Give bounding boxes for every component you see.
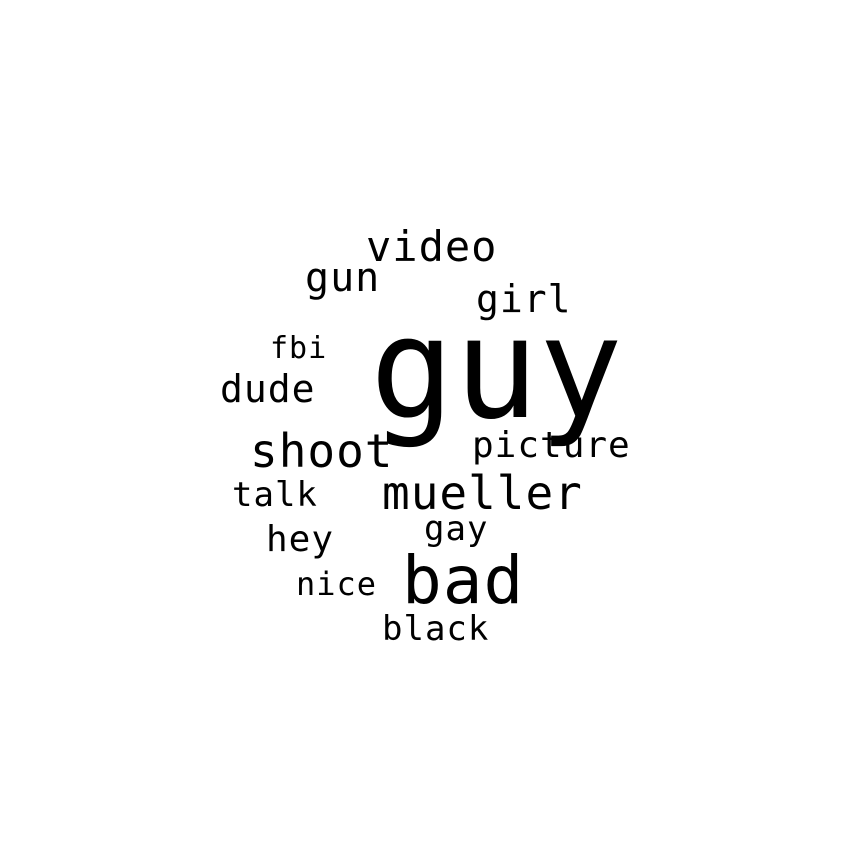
word-video: video bbox=[366, 222, 498, 271]
word-picture: picture bbox=[472, 425, 631, 466]
word-bad: bad bbox=[402, 542, 525, 619]
word-dude: dude bbox=[220, 367, 316, 411]
word-shoot: shoot bbox=[250, 424, 394, 478]
word-gun: gun bbox=[305, 255, 381, 301]
word-talk: talk bbox=[232, 475, 318, 515]
word-hey: hey bbox=[266, 519, 335, 560]
word-mueller: mueller bbox=[382, 466, 583, 520]
word-girl: girl bbox=[476, 277, 572, 321]
word-black: black bbox=[382, 609, 490, 649]
word-fbi: fbi bbox=[270, 331, 328, 366]
word-nice: nice bbox=[296, 565, 378, 603]
word-gay: gay bbox=[424, 509, 489, 549]
word-guy: guy bbox=[370, 288, 623, 451]
